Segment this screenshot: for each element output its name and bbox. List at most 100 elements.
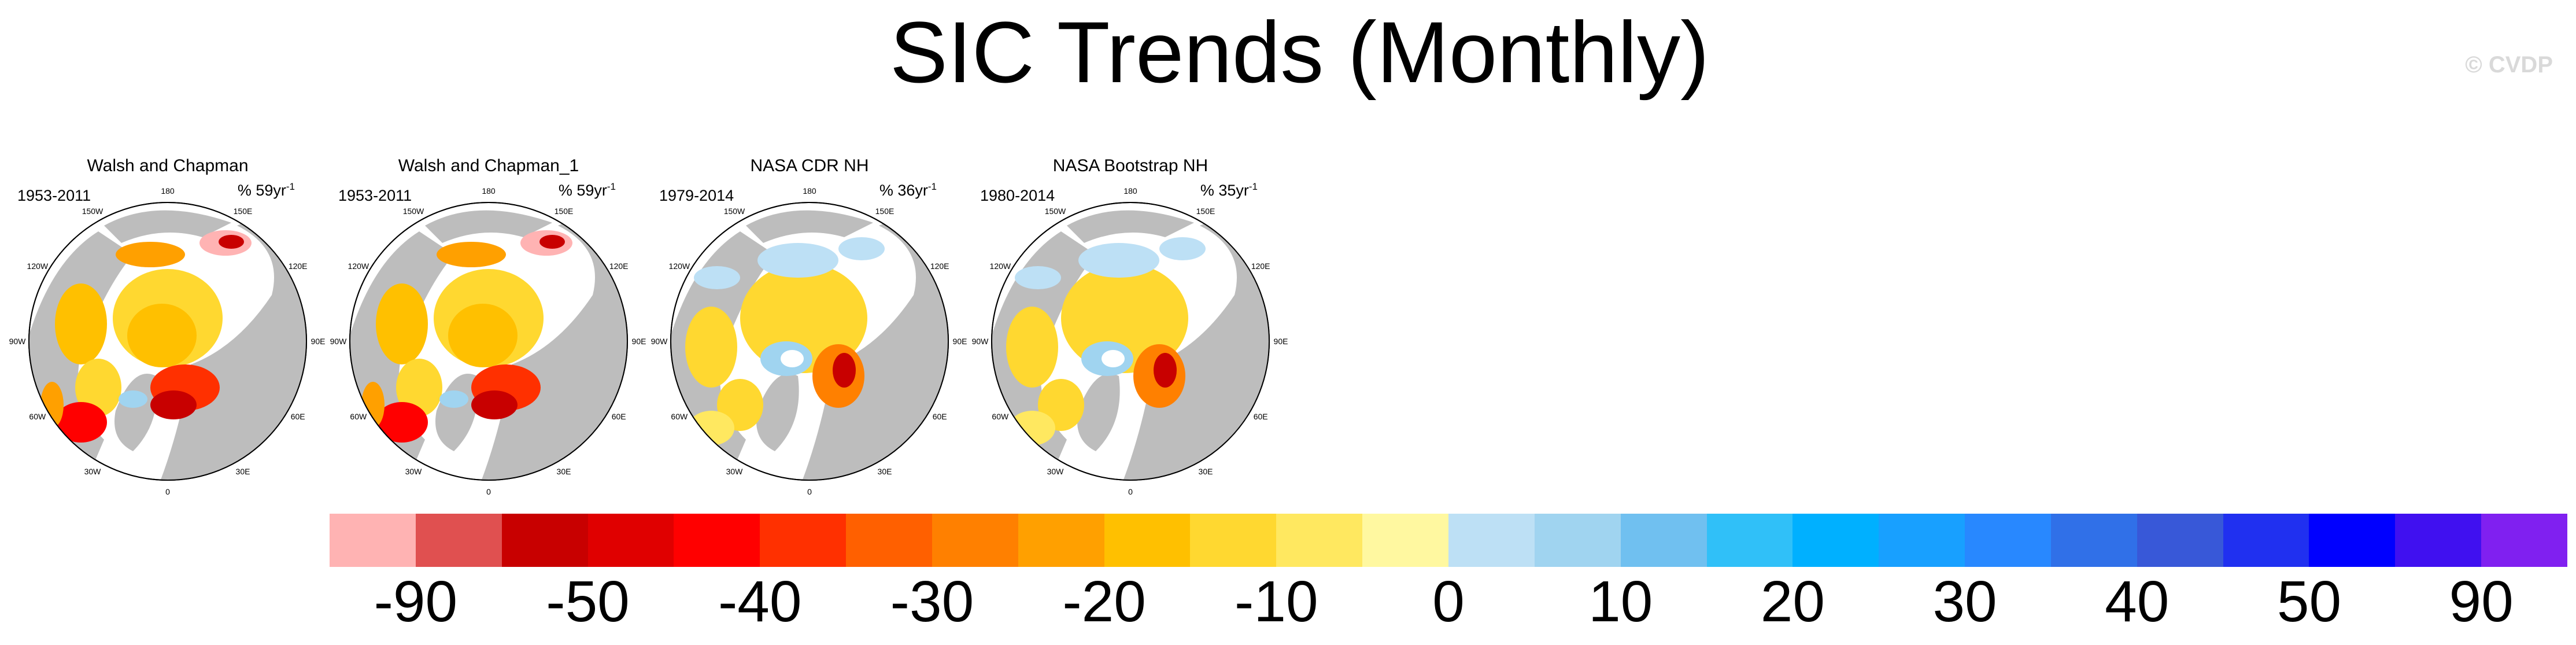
- figure-title: SIC Trends (Monthly): [889, 3, 1710, 101]
- colorbar-swatch: [2223, 514, 2309, 567]
- panel-title: Walsh and Chapman: [87, 156, 249, 175]
- colorbar-label: 40: [2105, 569, 2170, 634]
- colorbar-swatch: [1620, 514, 1707, 567]
- colorbar-label: 50: [2276, 569, 2342, 634]
- colorbar-label: 0: [1432, 569, 1465, 634]
- ice-trend-positive: [119, 390, 147, 408]
- panel-units-exponent: -1: [286, 181, 295, 192]
- ice-trend-okhotsk: [838, 237, 885, 260]
- ice-trend-barents-strong: [1154, 353, 1177, 388]
- colorbar-label: -40: [718, 569, 802, 634]
- longitude-label: 90E: [311, 337, 326, 346]
- colorbar-swatch: [1793, 514, 1879, 567]
- colorbar-swatch: [501, 514, 588, 567]
- panel-units: % 59yr-1: [558, 181, 616, 199]
- longitude-label: 150W: [82, 207, 104, 216]
- longitude-label: 0: [486, 487, 491, 496]
- ice-trend-core: [448, 304, 518, 367]
- ice-trend-beaufort: [694, 266, 740, 289]
- ice-trend-bering: [437, 242, 506, 267]
- polar-map: 180 150W 150E 120W 120E 90W 90E 60W 60E 30W 30E 0: [651, 186, 967, 496]
- ice-trend-beaufort: [1015, 266, 1061, 289]
- ice-trend-neutral: [1102, 350, 1125, 367]
- longitude-label: 90W: [330, 337, 348, 346]
- colorbar-label: 90: [2449, 569, 2514, 634]
- colorbar-swatch: [2137, 514, 2223, 567]
- longitude-label: 30W: [84, 467, 102, 476]
- colorbar: [330, 514, 2567, 567]
- panel-units: % 59yr-1: [237, 181, 295, 199]
- longitude-label: 150E: [555, 207, 574, 216]
- map-outline: [670, 202, 949, 481]
- ice-trend-archipelago: [685, 307, 737, 388]
- longitude-label: 120E: [930, 261, 949, 271]
- bering-land: [104, 210, 231, 243]
- map-panel-4: 180 150W 150E 120W 120E 90W 90E 60W 60E 30W 30E 0 NA…: [972, 150, 1288, 496]
- ice-trend-labrador: [55, 402, 107, 443]
- longitude-label: 120W: [27, 261, 49, 271]
- colorbar-label: -50: [546, 569, 630, 634]
- longitude-label: 0: [165, 487, 170, 496]
- map-outline: [991, 202, 1270, 481]
- longitude-label: 60W: [671, 412, 688, 421]
- longitude-label: 30E: [557, 467, 571, 476]
- longitude-label: 90W: [651, 337, 668, 346]
- map-outline: [349, 202, 628, 481]
- longitude-label: 180: [161, 186, 175, 196]
- longitude-label: 180: [1123, 186, 1137, 196]
- panel-title: NASA CDR NH: [750, 156, 869, 175]
- ice-trend-okhotsk-strong: [539, 235, 565, 249]
- ice-trend-bering: [1078, 243, 1159, 278]
- colorbar-swatch: [1448, 514, 1535, 567]
- map-panel-2: 180 150W 150E 120W 120E 90W 90E 60W 60E 30W 30E 0 Wa…: [330, 150, 646, 496]
- panel-title: Walsh and Chapman_1: [398, 156, 579, 175]
- panel-years: 1979-2014: [659, 187, 734, 204]
- longitude-label: 150W: [724, 207, 745, 216]
- polar-map: 180 150W 150E 120W 120E 90W 90E 60W 60E 30W 30E 0: [330, 186, 646, 496]
- ice-trend-labrador: [688, 411, 734, 445]
- longitude-label: 120W: [669, 261, 690, 271]
- longitude-label: 60E: [933, 412, 947, 421]
- colorbar-swatch: [760, 514, 847, 567]
- colorbar-swatch: [1104, 514, 1191, 567]
- longitude-label: 150W: [403, 207, 424, 216]
- ice-trend-bering: [116, 242, 185, 267]
- longitude-label: 30E: [878, 467, 892, 476]
- panel-units-exponent: -1: [927, 181, 937, 192]
- colorbar-swatch: [1276, 514, 1363, 567]
- colorbar-label: -90: [374, 569, 458, 634]
- panel-years: 1953-2011: [338, 187, 412, 204]
- eurasia-land: [477, 202, 627, 480]
- ice-trend-core: [127, 304, 197, 367]
- ice-trend-archipelago: [1006, 307, 1058, 388]
- eurasia-land: [156, 202, 306, 480]
- ice-trend-greenland-sea: [150, 390, 197, 419]
- longitude-label: 0: [807, 487, 812, 496]
- ice-trend-okhotsk: [1159, 237, 1206, 260]
- longitude-label: 150W: [1045, 207, 1066, 216]
- colorbar-swatch: [1965, 514, 2051, 567]
- ice-trend-archipelago: [55, 283, 107, 364]
- longitude-label: 60E: [612, 412, 626, 421]
- map-outline: [28, 202, 307, 481]
- longitude-label: 120E: [1251, 261, 1270, 271]
- longitude-label: 120E: [609, 261, 629, 271]
- longitude-label: 150E: [1196, 207, 1215, 216]
- panel-units-exponent: -1: [607, 181, 616, 192]
- colorbar-swatch: [1018, 514, 1104, 567]
- colorbar-label: -20: [1062, 569, 1146, 634]
- longitude-label: 30W: [405, 467, 423, 476]
- bering-land: [1067, 210, 1194, 243]
- colorbar-swatch: [2481, 514, 2567, 567]
- panel-units: % 35yr-1: [1200, 181, 1258, 199]
- longitude-label: 90E: [632, 337, 646, 346]
- longitude-label: 180: [803, 186, 816, 196]
- panel-title: NASA Bootstrap NH: [1052, 156, 1208, 175]
- colorbar-swatch: [330, 514, 416, 567]
- ice-trend-labrador: [1009, 411, 1055, 445]
- eurasia-land: [1119, 202, 1269, 480]
- colorbar-swatch: [415, 514, 502, 567]
- longitude-label: 60W: [29, 412, 46, 421]
- longitude-label: 120E: [289, 261, 308, 271]
- longitude-label: 30E: [1199, 467, 1213, 476]
